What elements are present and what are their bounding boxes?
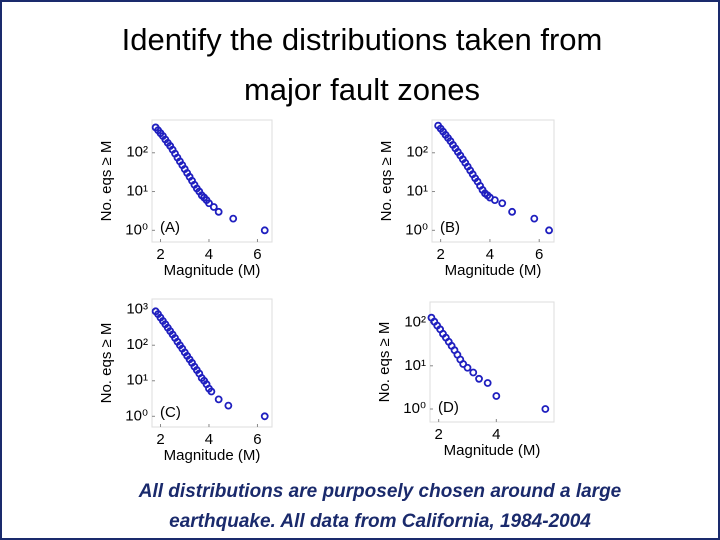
panel-label: (D) (438, 399, 459, 416)
y-tick-label: 10¹ (406, 183, 428, 200)
data-point (498, 199, 507, 208)
data-point (229, 214, 238, 223)
y-axis-label: No. eqs ≥ M (378, 141, 395, 222)
y-tick-label: 10² (126, 336, 148, 353)
y-tick-label: 10² (126, 144, 148, 161)
x-tick-label: 2 (156, 431, 164, 448)
data-point (214, 207, 223, 216)
y-axis-label: No. eqs ≥ M (98, 141, 115, 222)
plot-area (151, 119, 273, 243)
data-point (545, 226, 553, 235)
y-tick-label: 10⁰ (403, 400, 426, 417)
y-tick-label: 10⁰ (405, 221, 428, 238)
caption: All distributions are purposely chosen a… (138, 481, 622, 502)
x-axis-label: Magnitude (M) (444, 442, 541, 459)
x-tick-label: 2 (436, 246, 444, 263)
y-axis-label: No. eqs ≥ M (98, 323, 115, 404)
data-point (224, 401, 233, 410)
data-point (492, 392, 501, 400)
x-tick-label: 6 (535, 246, 543, 263)
x-tick-label: 6 (253, 431, 261, 448)
y-tick-label: 10³ (126, 301, 148, 318)
x-tick-label: 4 (205, 431, 213, 448)
x-tick-label: 6 (253, 246, 261, 263)
x-axis-label: Magnitude (M) (445, 262, 542, 279)
data-point (508, 207, 517, 216)
data-point (205, 199, 213, 208)
x-tick-label: 4 (486, 246, 494, 263)
slide-title: Identify the distributions taken from (122, 22, 603, 57)
x-tick-label: 4 (205, 246, 213, 263)
plot-area (429, 301, 555, 423)
x-axis-label: Magnitude (M) (164, 262, 261, 279)
data-point (260, 226, 269, 235)
panel-label: (B) (440, 219, 460, 236)
y-tick-label: 10⁰ (125, 221, 148, 238)
y-tick-label: 10² (406, 144, 428, 161)
x-tick-label: 4 (492, 426, 500, 443)
data-point (459, 360, 468, 368)
y-tick-label: 10⁰ (125, 407, 148, 424)
y-tick-label: 10¹ (404, 357, 426, 374)
y-tick-label: 10¹ (126, 183, 148, 200)
panel-label: (C) (160, 404, 181, 421)
data-point (469, 368, 478, 377)
x-tick-label: 2 (156, 246, 164, 263)
data-point (260, 412, 269, 421)
slide-title: major fault zones (244, 72, 480, 107)
data-point (463, 363, 472, 372)
y-tick-label: 10¹ (126, 372, 148, 389)
y-tick-label: 10² (404, 314, 426, 331)
data-point (209, 203, 218, 211)
x-axis-label: Magnitude (M) (164, 447, 261, 464)
data-point (541, 405, 550, 413)
data-point (475, 374, 483, 383)
data-point (207, 387, 216, 396)
data-point (530, 214, 539, 223)
data-point (214, 395, 223, 404)
y-axis-label: No. eqs ≥ M (376, 322, 393, 403)
data-point (490, 196, 499, 205)
panel-label: (A) (160, 219, 180, 236)
x-tick-label: 2 (434, 426, 442, 443)
data-point (483, 379, 492, 387)
plot-area (151, 298, 273, 428)
caption: earthquake. All data from California, 19… (169, 511, 591, 532)
